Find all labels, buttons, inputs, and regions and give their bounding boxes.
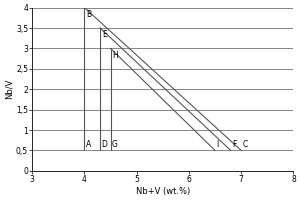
- Text: G: G: [112, 140, 118, 149]
- Text: B: B: [87, 10, 92, 19]
- Text: E: E: [102, 30, 107, 39]
- Text: A: A: [85, 140, 91, 149]
- Text: I: I: [216, 140, 218, 149]
- X-axis label: Nb+V (wt.%): Nb+V (wt.%): [136, 187, 190, 196]
- Text: D: D: [101, 140, 107, 149]
- Y-axis label: Nb/V: Nb/V: [4, 79, 13, 99]
- Text: C: C: [242, 140, 247, 149]
- Text: F: F: [232, 140, 236, 149]
- Text: H: H: [113, 51, 118, 60]
